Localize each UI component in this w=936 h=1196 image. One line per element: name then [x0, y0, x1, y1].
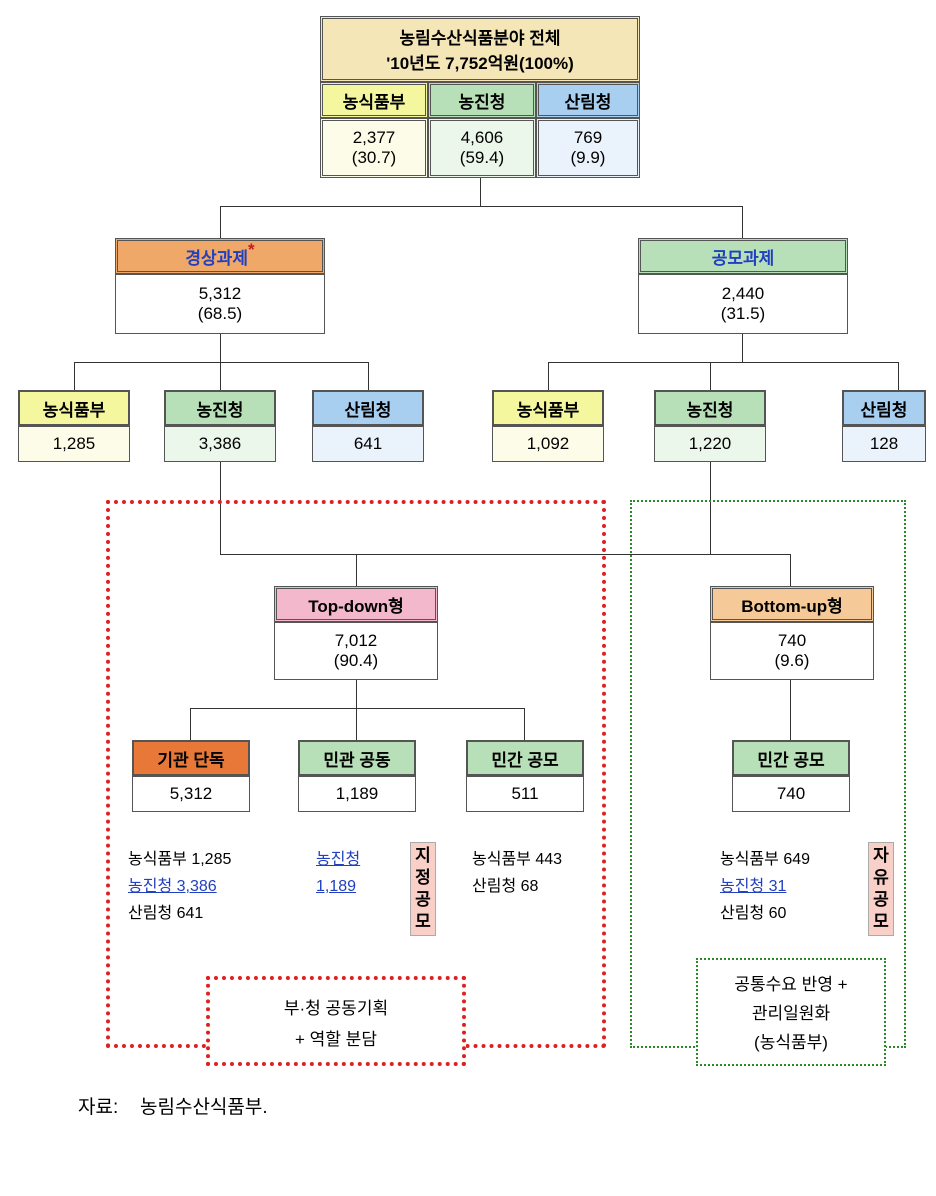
- source-label: 자료:: [78, 1092, 118, 1119]
- l3l-0-hdr: 농식품부: [18, 390, 130, 426]
- l3l-2-val: 641: [312, 426, 424, 462]
- bottom-left-box: 부·청 공동기획 + 역할 분담: [206, 976, 466, 1066]
- root-agency1-hdr: 농식품부: [320, 82, 428, 118]
- level2-right-hdr: 공모과제: [638, 238, 848, 274]
- root-agency3-hdr: 산림청: [536, 82, 640, 118]
- l3l-2-hdr: 산림청: [312, 390, 424, 426]
- l3l-1-hdr: 농진청: [164, 390, 276, 426]
- bottom-right-box: 공통수요 반영 + 관리일원화 (농식품부): [696, 958, 886, 1066]
- root-agency2-hdr: 농진청: [428, 82, 536, 118]
- l3l-1-val: 3,386: [164, 426, 276, 462]
- star-icon: *: [248, 240, 255, 260]
- root-agency2-val: 4,606 (59.4): [428, 118, 536, 178]
- l3r-2-val: 128: [842, 426, 926, 462]
- l3r-0-hdr: 농식품부: [492, 390, 604, 426]
- l3r-1-hdr: 농진청: [654, 390, 766, 426]
- source-text: 농림수산식품부.: [140, 1092, 268, 1119]
- level2-left-val: 5,312 (68.5): [115, 274, 325, 334]
- org-chart-canvas: 농림수산식품분야 전체 '10년도 7,752억원(100%) 농식품부 농진청…: [10, 10, 926, 1186]
- level2-left-hdr: 경상과제 *: [115, 238, 325, 274]
- root-agency1-val: 2,377 (30.7): [320, 118, 428, 178]
- root-agency3-val: 769 (9.9): [536, 118, 640, 178]
- root-title: 농림수산식품분야 전체 '10년도 7,752억원(100%): [320, 16, 640, 82]
- level2-right-val: 2,440 (31.5): [638, 274, 848, 334]
- l3r-0-val: 1,092: [492, 426, 604, 462]
- l3r-1-val: 1,220: [654, 426, 766, 462]
- l3l-0-val: 1,285: [18, 426, 130, 462]
- dotted-red-frame: [106, 500, 606, 1048]
- root-title-line2: '10년도 7,752억원(100%): [386, 49, 574, 74]
- root-title-line1: 농림수산식품분야 전체: [399, 24, 560, 49]
- l3r-2-hdr: 산림청: [842, 390, 926, 426]
